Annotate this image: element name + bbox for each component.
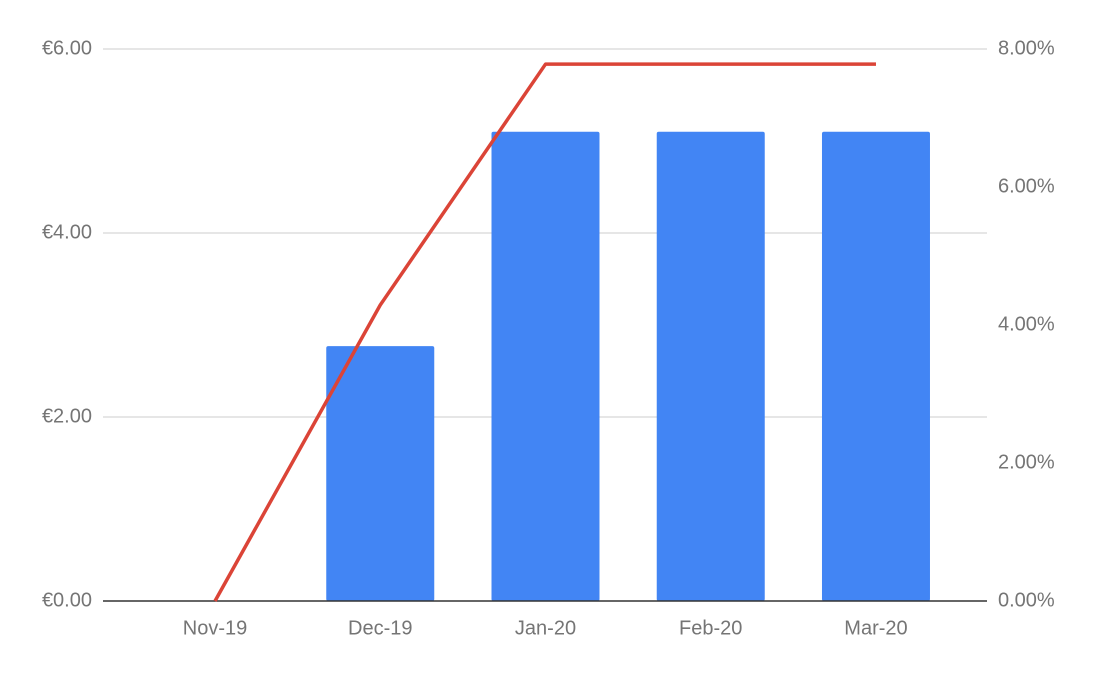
y2-tick-label: 8.00%: [998, 37, 1055, 59]
x-tick-label: Nov-19: [183, 617, 247, 639]
y2-tick-label: 4.00%: [998, 313, 1055, 335]
y-tick-label: €4.00: [42, 221, 92, 243]
line: [213, 62, 876, 602]
bar: [656, 131, 765, 602]
y-tick-label: €6.00: [42, 37, 92, 59]
bar: [491, 131, 600, 602]
bar: [821, 131, 930, 602]
x-tick-label: Mar-20: [844, 617, 907, 639]
x-tick-label: Jan-20: [515, 617, 576, 639]
y2-tick-label: 6.00%: [998, 175, 1055, 197]
y2-tick-label: 0.00%: [998, 589, 1055, 611]
x-tick-label: Dec-19: [348, 617, 412, 639]
y2-tick-label: 2.00%: [998, 451, 1055, 473]
y-tick-label: €0.00: [42, 589, 92, 611]
x-tick-label: Feb-20: [679, 617, 742, 639]
bar: [326, 346, 435, 601]
y-tick-label: €2.00: [42, 405, 92, 427]
